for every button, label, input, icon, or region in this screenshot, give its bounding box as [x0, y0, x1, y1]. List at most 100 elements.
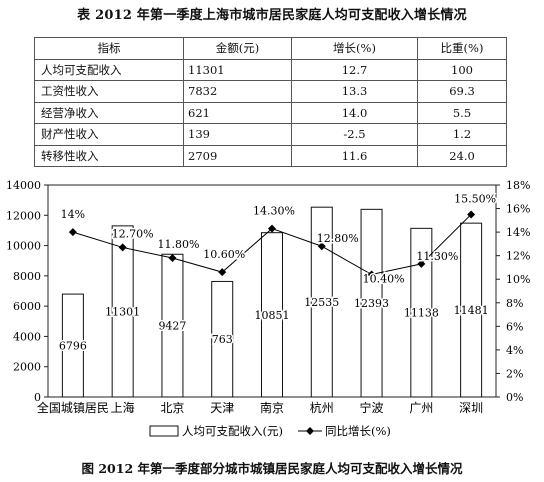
table-cell: 7832 [183, 80, 292, 103]
growth-point [367, 270, 376, 279]
table-cell: 100 [417, 58, 507, 81]
growth-point-label: 12.70% [112, 227, 154, 240]
legend-bar-label: 人均可支配收入(元) [182, 424, 283, 438]
bar-value-label: 12535 [304, 296, 339, 309]
table-row: 转移性收入 2709 11.6 24.0 [34, 144, 507, 167]
bar-value-label: 11138 [404, 307, 439, 320]
table-row: 财产性收入 139 -2.5 1.2 [34, 123, 507, 146]
bar [310, 206, 333, 398]
right-axis-tick-label: 0% [506, 391, 523, 404]
table-cell: 财产性收入 [34, 123, 184, 146]
bar-value-label: 763 [212, 333, 233, 346]
chart-title: 图 2012 年第一季度部分城市城镇居民家庭人均可支配收入增长情况 [81, 461, 463, 476]
left-axis-tick-label: 0 [34, 391, 41, 404]
table-cell: 139 [183, 123, 292, 146]
category-label: 宁波 [360, 400, 384, 415]
bar [61, 293, 84, 398]
legend-bar-swatch [149, 425, 179, 437]
bar [460, 222, 483, 398]
left-axis-tick-label: 14000 [6, 179, 41, 192]
bar [261, 232, 283, 398]
growth-point [417, 259, 426, 268]
growth-point [268, 224, 276, 233]
left-axis-tick-label: 10000 [6, 240, 41, 253]
table-header-row: 指标 金额(元) 增长(%) 比重(%) [34, 37, 507, 60]
table-cell: 经营净收入 [34, 101, 184, 124]
right-axis-tick-label: 2% [506, 367, 523, 380]
table-cell: 5.5 [417, 101, 507, 124]
table-cell: 12.7 [291, 58, 418, 81]
left-axis-tick-label: 2000 [13, 361, 41, 374]
income-table: 指标 金额(元) 增长(%) 比重(%) 人均可支配收入 11301 12.7 … [34, 37, 507, 167]
category-label: 上海 [111, 400, 135, 415]
bar [111, 225, 134, 398]
growth-point-label: 14.30% [253, 205, 295, 218]
category-label: 广州 [409, 401, 433, 415]
category-label: 天津 [210, 401, 234, 415]
left-axis-tick-label: 8000 [13, 270, 41, 283]
table-cell: 69.3 [417, 80, 507, 103]
table-title: 表 2012 年第一季度上海市城市居民家庭人均可支配收入增长情况 [77, 8, 467, 23]
legend-line-marker [306, 427, 314, 435]
bar-value-label: 9427 [158, 320, 186, 333]
right-axis-tick-label: 10% [506, 273, 530, 286]
growth-point [68, 228, 77, 237]
table-cell: 621 [183, 101, 292, 124]
table-cell: 1.2 [417, 123, 507, 146]
category-label: 杭州 [310, 400, 334, 415]
table-cell: 人均可支配收入 [34, 58, 184, 81]
table-cell: 24.0 [417, 144, 507, 167]
bar [410, 227, 433, 398]
table-header-cell: 指标 [34, 37, 184, 60]
table-row: 工资性收入 7832 13.3 69.3 [34, 80, 507, 103]
table-cell: 转移性收入 [34, 144, 184, 167]
growth-point [218, 268, 227, 277]
growth-point-label: 12.80% [317, 232, 359, 245]
table-cell: 14.0 [291, 101, 418, 124]
table-cell: -2.5 [291, 123, 418, 146]
right-axis-tick-label: 14% [506, 226, 530, 239]
right-axis-tick-label: 12% [506, 250, 530, 263]
left-axis-tick-label: 4000 [13, 330, 41, 343]
left-axis-tick-label: 12000 [6, 209, 41, 222]
table-header-cell: 金额(元) [183, 37, 292, 60]
left-axis-tick-label: 6000 [13, 300, 41, 313]
bar-value-label: 11481 [454, 304, 489, 317]
growth-point [118, 243, 127, 252]
growth-point-label: 11.80% [157, 238, 199, 251]
right-axis-tick-label: 4% [506, 344, 523, 357]
legend-line-label: 同比增长(%) [325, 424, 391, 438]
bar [211, 280, 234, 398]
category-label: 南京 [260, 400, 284, 415]
right-axis-tick-label: 18% [506, 179, 530, 192]
right-axis-tick-label: 6% [506, 320, 523, 333]
category-label: 深圳 [459, 401, 483, 415]
bar-value-label: 6796 [59, 340, 87, 353]
category-label: 北京 [160, 401, 184, 415]
growth-point-label: 11.30% [416, 250, 458, 263]
table-header-cell: 增长(%) [291, 37, 418, 60]
bar [360, 208, 383, 398]
bar-value-label: 12393 [354, 297, 389, 310]
category-label: 全国城镇居民 [37, 400, 109, 415]
right-axis-tick-label: 8% [506, 297, 523, 310]
right-axis-tick-label: 16% [506, 203, 530, 216]
growth-point-label: 15.50% [454, 192, 496, 205]
table-cell: 工资性收入 [34, 80, 184, 103]
growth-point-label: 14% [61, 208, 85, 221]
table-header-cell: 比重(%) [417, 37, 507, 60]
bar-value-label: 10851 [255, 309, 290, 322]
table-cell: 11.6 [291, 144, 418, 167]
growth-point [317, 242, 326, 251]
table-row: 人均可支配收入 11301 12.7 100 [34, 58, 507, 81]
table-cell: 11301 [183, 58, 292, 81]
growth-point [467, 210, 476, 219]
table-row: 经营净收入 621 14.0 5.5 [34, 101, 507, 124]
bar-value-label: 11301 [105, 305, 140, 318]
table-cell: 2709 [183, 144, 292, 167]
income-growth-chart: 0 2000 4000 6000 8000 10000 12000 14000 0% 2% 4% 6%… [6, 179, 530, 438]
growth-point [168, 254, 177, 263]
growth-point-label: 10.40% [363, 273, 405, 286]
growth-point-label: 10.60% [203, 248, 245, 261]
table-cell: 13.3 [291, 80, 418, 103]
